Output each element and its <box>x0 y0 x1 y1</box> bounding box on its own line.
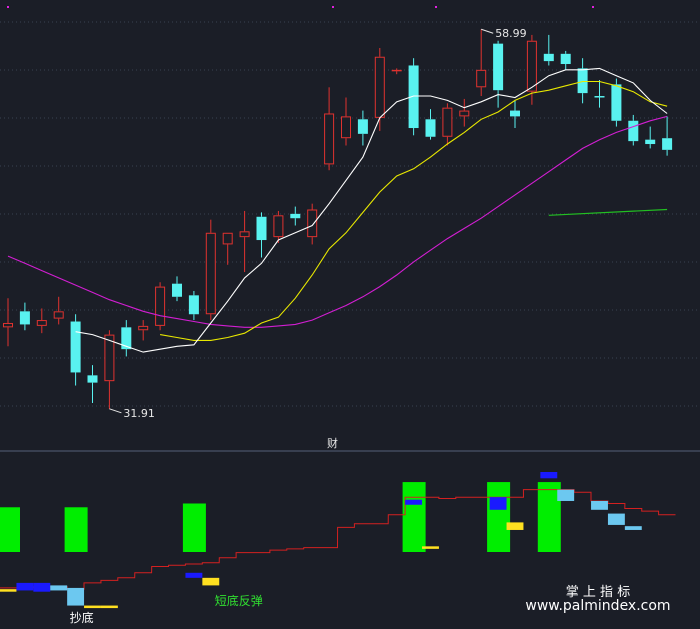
candle-body <box>239 231 250 238</box>
grid-lines <box>0 6 700 407</box>
candle-body <box>172 283 182 297</box>
candle-body <box>594 96 605 98</box>
low-price-label: 31.91 <box>123 407 154 420</box>
candle-body <box>459 110 470 117</box>
signal-block <box>405 499 423 505</box>
candle-body <box>341 116 351 139</box>
grid-marker <box>332 6 334 8</box>
candle-body <box>104 334 115 382</box>
buy-label: 抄底 <box>70 610 94 625</box>
candle-body <box>138 325 149 331</box>
signal-block <box>50 585 68 591</box>
candle-body <box>324 113 335 165</box>
watermark-url: www.palmindex.com <box>525 598 670 614</box>
ma-short-line <box>75 67 668 353</box>
signal-block <box>422 546 439 549</box>
signal-block <box>16 582 34 591</box>
signal-block <box>0 589 17 592</box>
candle-body <box>121 327 132 350</box>
candle-body <box>526 40 537 92</box>
ma-mid-line <box>160 80 668 341</box>
candle-body <box>442 107 453 137</box>
candle-body <box>374 56 385 118</box>
candle-body <box>357 119 368 134</box>
candle-body <box>662 138 673 150</box>
high-marker-line <box>481 28 494 34</box>
candle-body <box>425 119 436 137</box>
candle-body <box>36 320 47 326</box>
candle-body <box>476 69 487 88</box>
signal-block <box>506 522 524 530</box>
grid-marker <box>7 6 9 8</box>
signal-block <box>607 513 625 525</box>
signal-block <box>591 500 608 510</box>
candle-body <box>577 68 588 94</box>
green-signal-bar <box>0 507 20 552</box>
candle-body <box>222 232 233 245</box>
candle-body <box>645 139 656 145</box>
signal-block <box>185 572 203 578</box>
grid-marker <box>592 6 594 8</box>
signal-block <box>557 489 575 501</box>
candle-body <box>70 321 81 373</box>
candle-body <box>391 69 402 72</box>
candlestick-panel: 58.99 31.91 <box>3 27 673 420</box>
separator-label: 财 <box>327 436 338 450</box>
green-signal-bar <box>402 482 426 552</box>
candle-body <box>188 295 199 315</box>
candle-body <box>408 65 419 129</box>
green-signal-bar <box>487 482 511 552</box>
candle-body <box>510 110 520 117</box>
candle-body <box>493 43 504 91</box>
candle-body <box>205 232 216 315</box>
candle-body <box>19 311 30 325</box>
candle-body <box>611 84 622 121</box>
candle-body <box>87 375 98 383</box>
ma-green-line <box>548 208 668 216</box>
candle-body <box>256 216 267 241</box>
candle-body <box>560 53 571 65</box>
grid-marker <box>435 6 437 8</box>
rebound-label: 短底反弹 <box>215 593 263 608</box>
high-price-label: 58.99 <box>495 27 527 40</box>
candle-body <box>273 215 284 238</box>
candle-body <box>628 120 639 142</box>
green-signal-bar <box>64 507 88 552</box>
low-marker-line <box>109 408 122 414</box>
signal-block <box>624 526 642 530</box>
candle-body <box>155 286 166 326</box>
indicator-panel: 抄底 短底反弹 <box>0 472 676 625</box>
candle-body <box>290 213 301 219</box>
green-signal-bar <box>537 482 561 552</box>
signal-block <box>84 605 101 609</box>
watermark-title: 掌 上 指 标 <box>566 585 630 600</box>
candle-body <box>543 53 554 62</box>
signal-block <box>202 577 220 586</box>
signal-block <box>100 605 118 609</box>
signal-block <box>67 587 85 606</box>
ma-long-line <box>7 115 668 328</box>
candle-body <box>307 209 318 238</box>
candle-body <box>53 311 64 319</box>
signal-block <box>489 497 507 510</box>
signal-block <box>540 472 558 479</box>
green-signal-bar <box>182 503 206 552</box>
signal-block <box>33 582 51 592</box>
candle-body <box>3 322 13 328</box>
step-line <box>0 489 676 590</box>
